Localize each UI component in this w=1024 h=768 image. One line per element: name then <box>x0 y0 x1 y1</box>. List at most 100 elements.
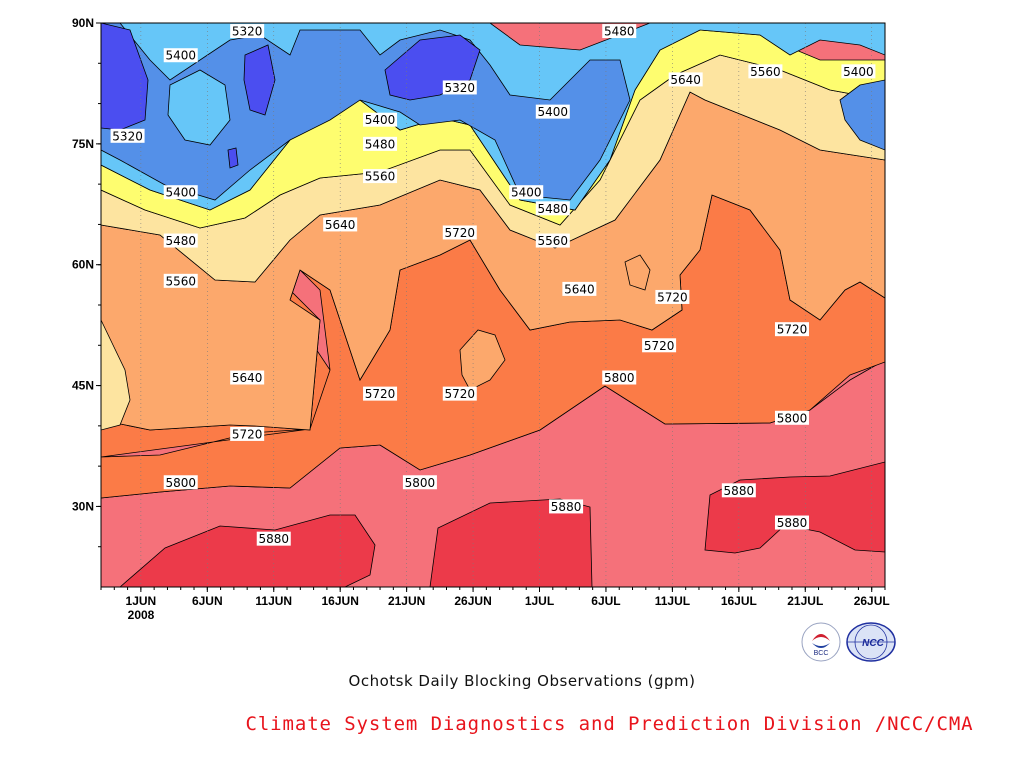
svg-text:5400: 5400 <box>365 113 396 127</box>
contour-label: 5560 <box>535 233 570 248</box>
svg-text:5320: 5320 <box>112 129 143 143</box>
x-tick-label: 26JUN <box>454 594 491 608</box>
contour-label: 5800 <box>402 475 437 490</box>
contour-label: 5880 <box>721 483 756 498</box>
svg-text:5800: 5800 <box>165 476 196 490</box>
contour-label: 5720 <box>774 322 809 337</box>
svg-text:5880: 5880 <box>724 484 755 498</box>
svg-text:5400: 5400 <box>538 105 569 119</box>
x-tick-label: 11JUL <box>655 594 690 608</box>
contour-label: 5800 <box>163 475 198 490</box>
contour-label: 5320 <box>230 24 265 39</box>
bcc-logo: BCC <box>801 622 841 662</box>
contour-label: 5480 <box>163 233 198 248</box>
ncc-logo: NCC <box>846 622 896 662</box>
band-5880-b <box>429 498 593 587</box>
contour-label: 5880 <box>256 531 291 546</box>
svg-text:5720: 5720 <box>644 339 675 353</box>
band-5640-island <box>459 329 506 391</box>
svg-text:5560: 5560 <box>165 274 196 288</box>
x-tick-label: 6JUN <box>192 594 223 608</box>
plot-area <box>101 23 885 587</box>
contour-label: 5560 <box>163 273 198 288</box>
contour-label: 5320 <box>442 80 477 95</box>
y-tick-label: 30N <box>72 499 94 513</box>
svg-text:5560: 5560 <box>365 170 396 184</box>
contour-label: 5720 <box>442 225 477 240</box>
x-axis: 1JUN 6JUN 11JUN 16JUN 21JUN 26JUN 1JUL 6JUL 11JU… <box>100 587 890 608</box>
x-tick-label: 6JUL <box>591 594 620 608</box>
svg-text:5480: 5480 <box>604 25 635 39</box>
svg-text:5400: 5400 <box>511 186 542 200</box>
logos: BCC NCC <box>800 621 900 663</box>
svg-text:5480: 5480 <box>365 137 396 151</box>
y-tick-label: 60N <box>72 258 94 272</box>
contour-label: 5720 <box>655 289 690 304</box>
svg-text:5400: 5400 <box>165 186 196 200</box>
y-tick-label: 90N <box>72 16 94 30</box>
bcc-logo-text: BCC <box>814 650 829 657</box>
contour-label: 5400 <box>509 185 544 200</box>
band-5640-5720-top-left <box>101 319 131 431</box>
source-credit: Climate System Diagnostics and Predictio… <box>245 713 974 735</box>
svg-text:5720: 5720 <box>445 226 476 240</box>
svg-text:5880: 5880 <box>258 532 289 546</box>
contour-label: 5560 <box>748 64 783 79</box>
y-axis: 30N 45N 60N 75N 90N <box>72 16 101 548</box>
contour-label: 5640 <box>668 72 703 87</box>
x-tick-label: 21JUL <box>787 594 823 608</box>
svg-text:5320: 5320 <box>445 81 476 95</box>
svg-text:5480: 5480 <box>538 202 569 216</box>
y-tick-label: 45N <box>72 379 94 393</box>
contour-label: 5640 <box>230 370 265 385</box>
svg-text:5720: 5720 <box>777 323 808 337</box>
svg-text:5640: 5640 <box>564 282 595 296</box>
contour-label: 5400 <box>163 48 198 63</box>
svg-text:5640: 5640 <box>325 218 356 232</box>
contour-label: 5400 <box>363 112 398 127</box>
contour-label: 5880 <box>549 499 584 514</box>
x-tick-label: 21JUN <box>388 594 425 608</box>
contour-label: 5640 <box>562 281 597 296</box>
band-5720-island <box>624 254 651 291</box>
svg-text:5640: 5640 <box>670 73 701 87</box>
contour-label: 5720 <box>363 386 398 401</box>
y-tick-label: 75N <box>72 137 94 151</box>
band-5400-5480-b <box>167 69 231 146</box>
x-year-label: 2008 <box>128 608 155 622</box>
band-5320-5400-right <box>839 79 885 151</box>
svg-text:5880: 5880 <box>551 500 582 514</box>
x-tick-label: 26JUL <box>854 594 890 608</box>
contour-label: 5400 <box>163 185 198 200</box>
svg-text:5640: 5640 <box>232 371 263 385</box>
svg-text:5800: 5800 <box>777 411 808 425</box>
contour-label: 5480 <box>602 24 637 39</box>
svg-text:5800: 5800 <box>405 476 436 490</box>
svg-text:5800: 5800 <box>604 371 635 385</box>
x-tick-label: 11JUN <box>255 594 292 608</box>
contour-label: 5800 <box>774 410 809 425</box>
svg-text:5560: 5560 <box>750 65 781 79</box>
contour-label: 5880 <box>774 515 809 530</box>
contour-label: 5480 <box>535 201 570 216</box>
svg-text:5720: 5720 <box>657 290 688 304</box>
x-tick-label: 1JUN <box>126 594 157 608</box>
chart-title: Ochotsk Daily Blocking Observations (gpm… <box>348 672 696 690</box>
svg-text:5400: 5400 <box>165 49 196 63</box>
contour-label: 5720 <box>230 426 265 441</box>
svg-text:5320: 5320 <box>232 25 263 39</box>
ncc-logo-text: NCC <box>862 638 884 649</box>
contour-labels: 5400 5320 5320 5320 5400 5480 5560 5640 5720 5400… <box>110 24 876 546</box>
svg-text:5400: 5400 <box>843 65 874 79</box>
contour-label: 5720 <box>642 338 677 353</box>
contour-label: 5720 <box>442 386 477 401</box>
contour-label: 5480 <box>363 136 398 151</box>
svg-text:5720: 5720 <box>445 387 476 401</box>
band-5880-a <box>119 514 376 587</box>
contour-label: 5560 <box>363 169 398 184</box>
svg-text:5480: 5480 <box>165 234 196 248</box>
svg-text:5720: 5720 <box>365 387 396 401</box>
svg-text:5880: 5880 <box>777 516 808 530</box>
band-below-5320 <box>101 23 481 169</box>
